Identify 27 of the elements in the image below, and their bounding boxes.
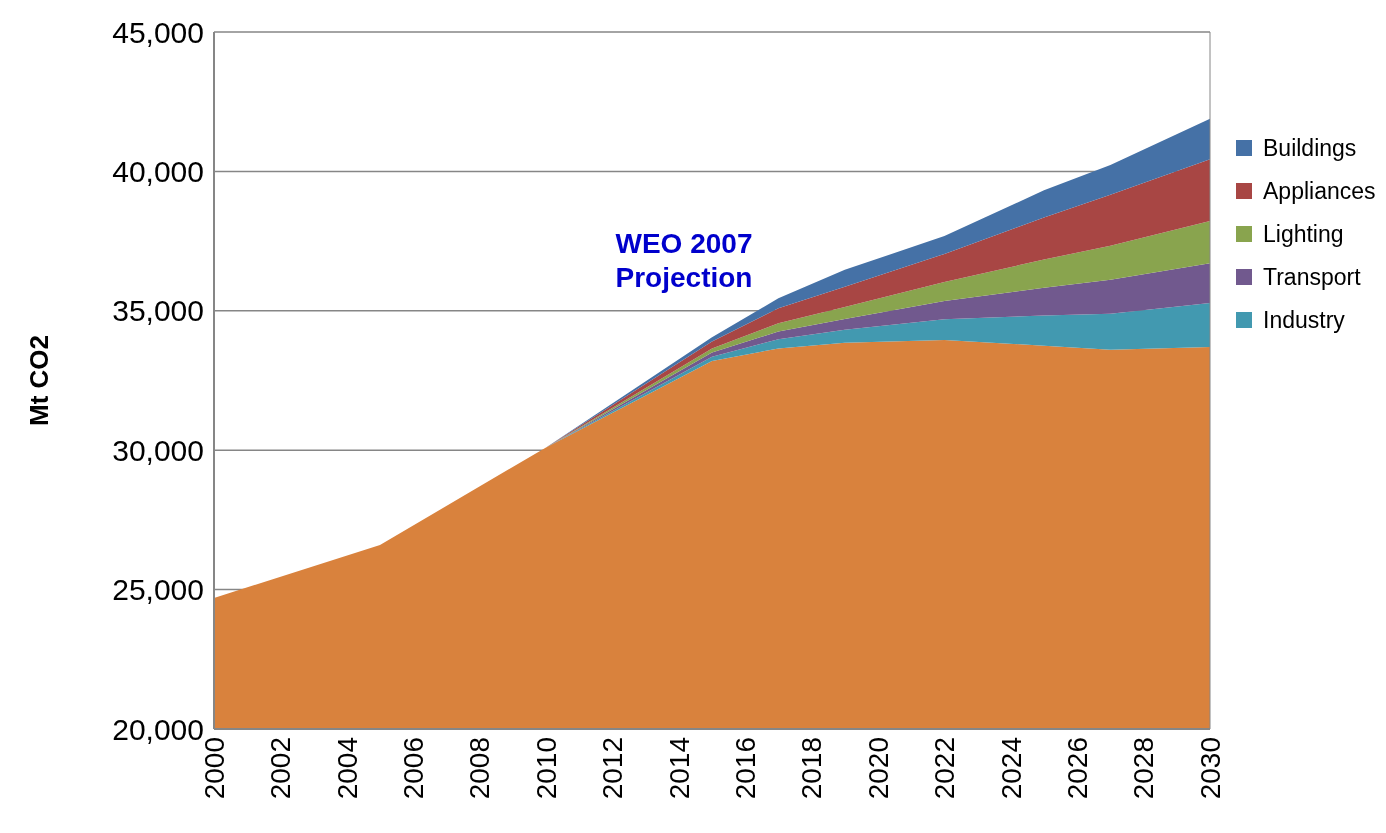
x-tick-label: 2018 (796, 737, 828, 800)
legend-label: Buildings (1263, 135, 1357, 162)
x-tick-label: 2028 (1128, 737, 1160, 800)
y-tick-label: 25,000 (112, 573, 204, 607)
x-tick-label: 2020 (862, 737, 894, 800)
x-tick-label: 2026 (1062, 737, 1093, 800)
x-tick-label: 2002 (265, 737, 297, 800)
y-tick-label: 30,000 (112, 433, 204, 467)
x-tick-label: 2008 (464, 737, 496, 800)
x-tick-label: 2024 (995, 737, 1027, 800)
y-axis-title: Mt CO2 (24, 335, 54, 426)
x-tick-label: 2014 (663, 737, 695, 800)
legend-label: Lighting (1263, 221, 1344, 248)
legend-label: Appliances (1263, 178, 1376, 205)
x-tick-label: 2022 (929, 737, 961, 800)
x-tick-label: 2004 (331, 737, 363, 800)
legend-label: Industry (1263, 307, 1346, 334)
x-tick-label: 2006 (398, 737, 429, 800)
annotation: WEO 2007 Projection (615, 228, 753, 293)
x-tick-label: 2012 (597, 737, 629, 800)
x-tick-label: 2010 (530, 737, 562, 800)
y-tick-label: 35,000 (112, 294, 204, 328)
legend-label: Transport (1263, 264, 1362, 291)
y-tick-label: 45,000 (112, 15, 204, 49)
x-tick-label: 2030 (1194, 737, 1226, 800)
y-tick-label: 40,000 (112, 154, 204, 188)
x-tick-label: 2016 (730, 737, 761, 800)
